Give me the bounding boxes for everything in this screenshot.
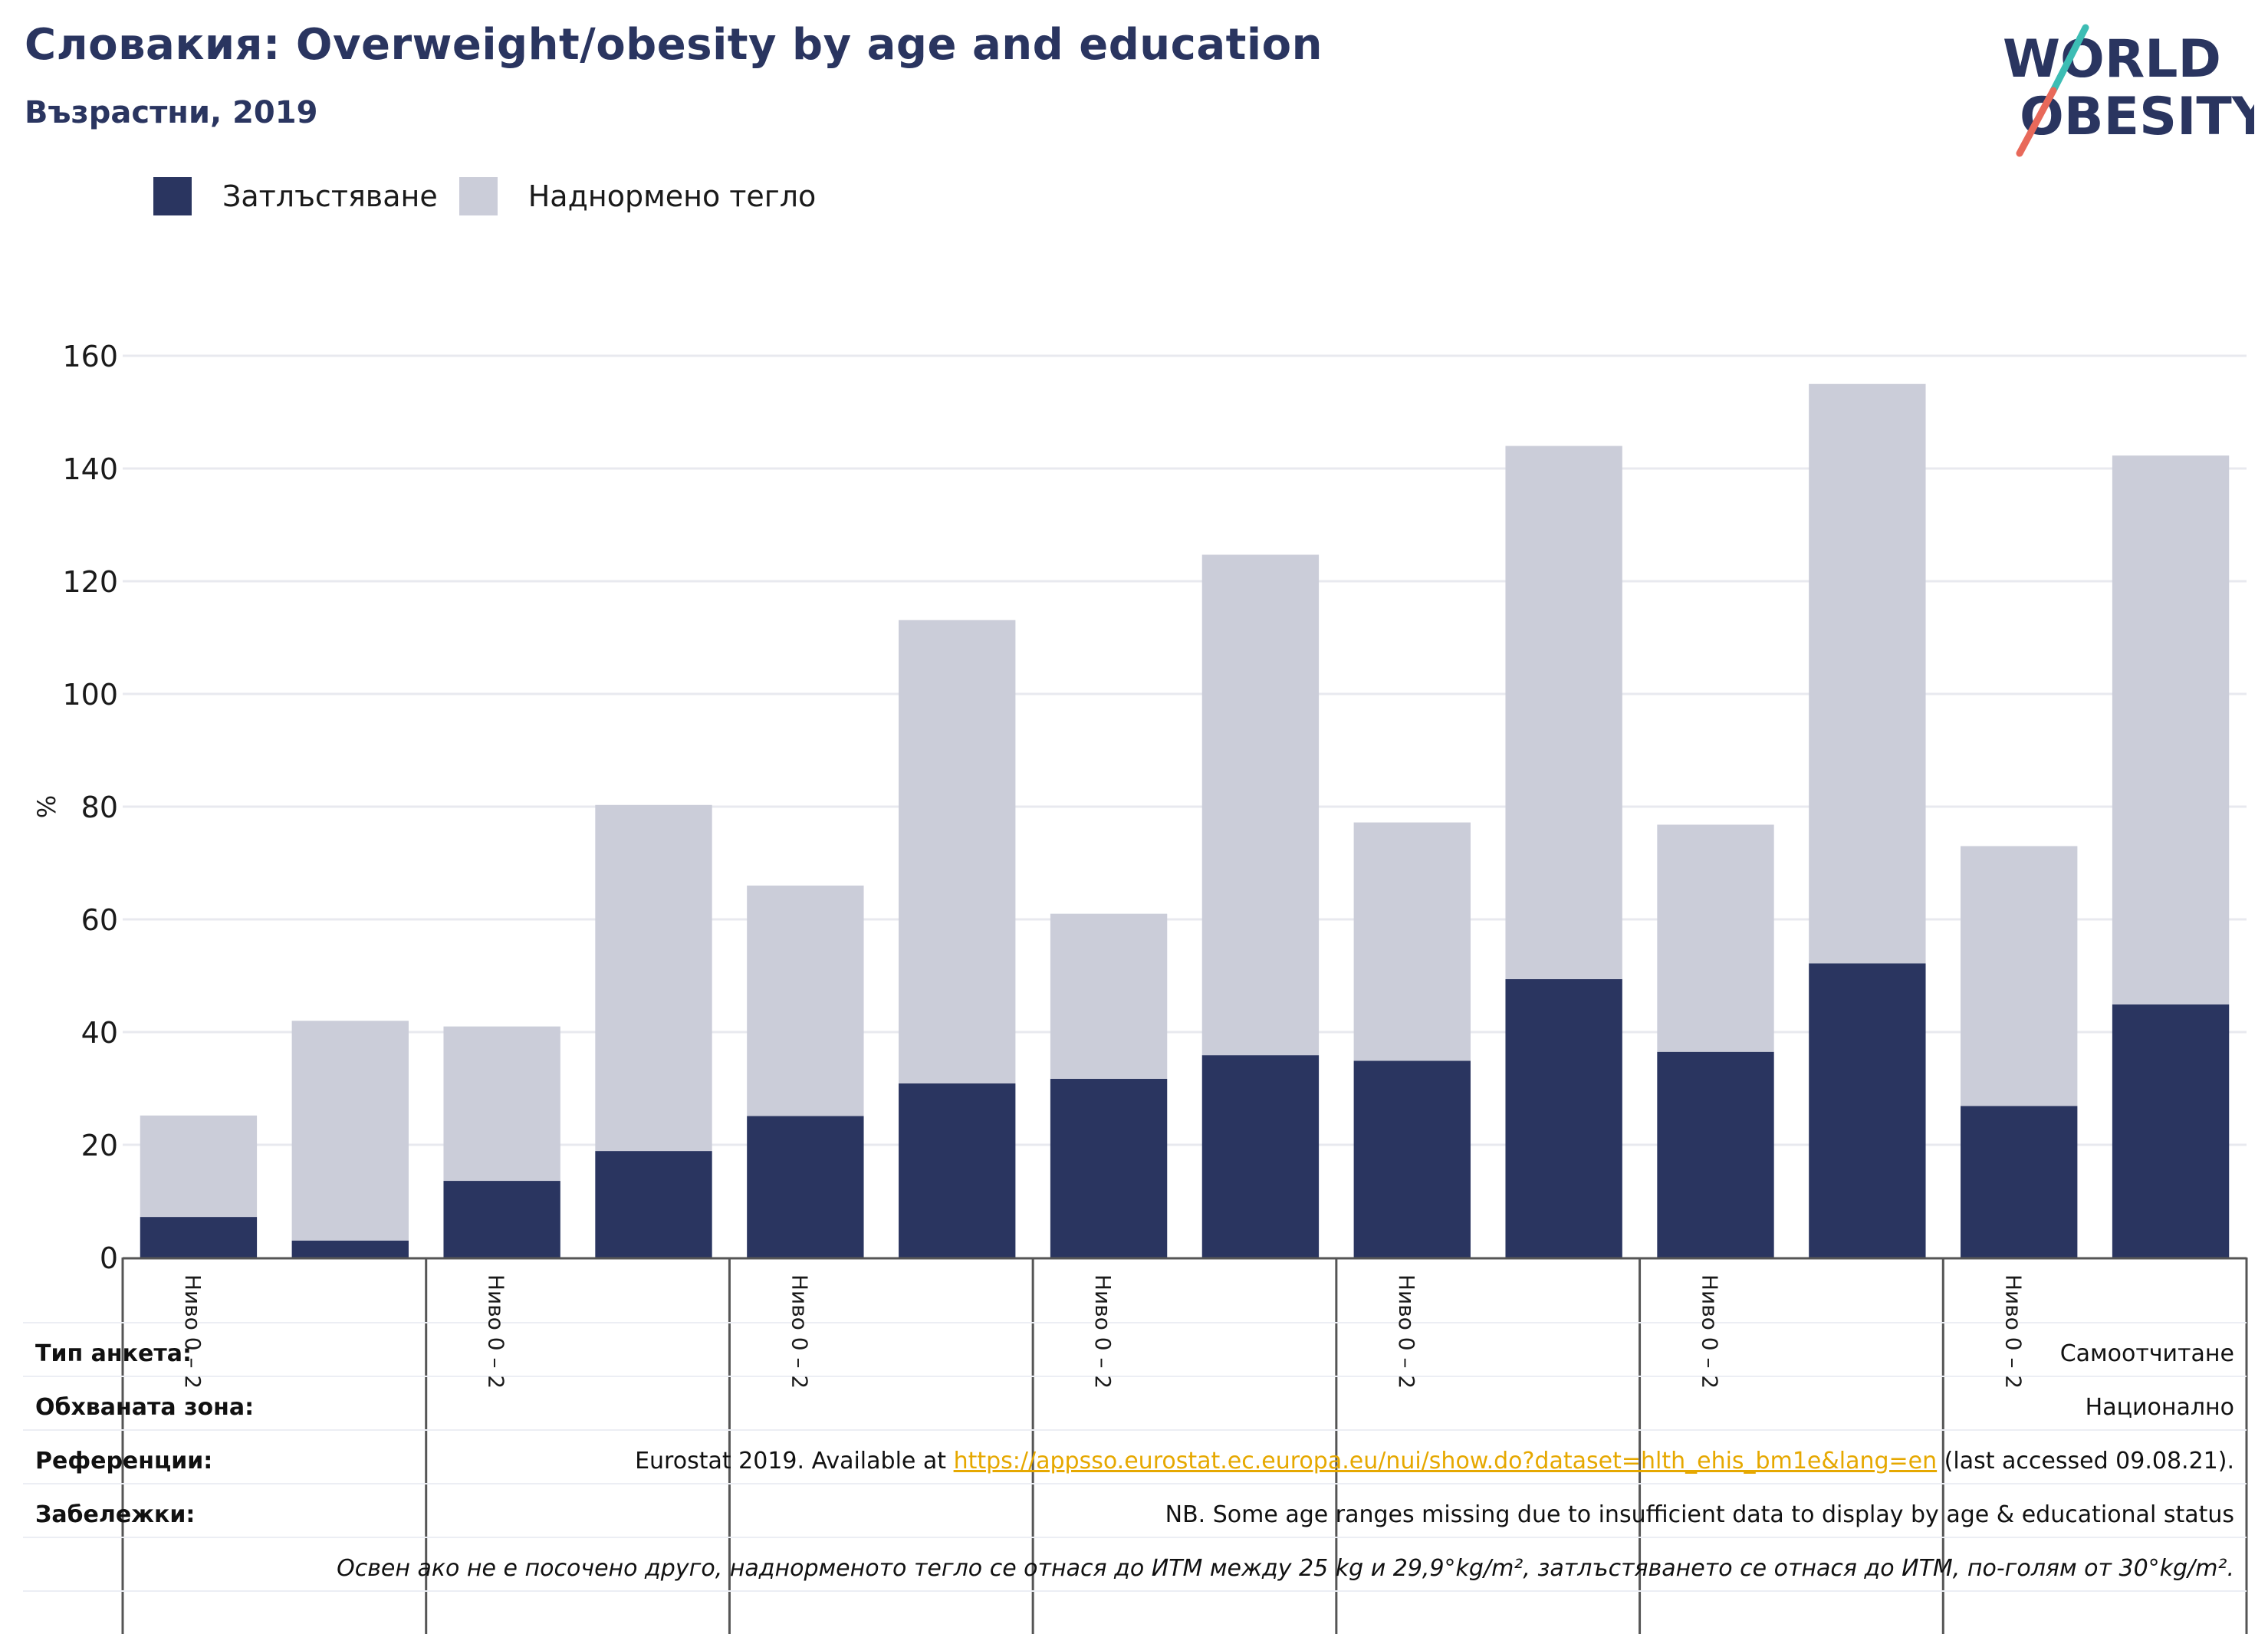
group-label: Ниво 0 – 2	[484, 1274, 509, 1389]
bar-overweight	[899, 620, 1016, 1083]
logo-text-obesity: OBESITY	[2020, 87, 2254, 147]
bar-overweight	[140, 1115, 258, 1218]
bar-overweight	[1050, 913, 1168, 1080]
footer-coverage-value: Национално	[2085, 1393, 2234, 1421]
footer-notes-value: NB. Some age ranges missing due to insuf…	[1165, 1501, 2234, 1528]
bar-obesity	[2112, 1004, 2230, 1258]
bar-obesity	[291, 1240, 409, 1258]
bar-obesity	[1961, 1106, 2078, 1258]
bar-overweight	[595, 804, 712, 1152]
footer-references-label: Референции:	[35, 1447, 213, 1475]
bar-obesity	[747, 1116, 864, 1258]
footer-coverage-label: Обхваната зона:	[35, 1393, 255, 1421]
bar-obesity	[1809, 963, 1926, 1258]
legend-item-obesity[interactable]: Затлъстяване	[153, 177, 438, 215]
y-tick-label: 100	[62, 678, 118, 712]
bar-overweight	[1657, 824, 1774, 1052]
bar-overweight	[443, 1026, 560, 1182]
bar-overweight	[2112, 455, 2230, 1004]
group-label: Ниво 0 – 2	[2000, 1274, 2026, 1389]
group-label: Ниво 0 – 2	[787, 1274, 812, 1389]
footer-notes-label: Забележки:	[35, 1501, 196, 1528]
y-tick-label: 80	[81, 791, 118, 824]
bar-overweight	[291, 1021, 409, 1241]
bar-obesity	[899, 1083, 1016, 1258]
group-label: Ниво 0 – 2	[1698, 1274, 1723, 1389]
bar-obesity	[1353, 1060, 1471, 1258]
y-tick-label: 0	[100, 1241, 118, 1275]
legend-item-overweight[interactable]: Наднормено тегло	[459, 177, 817, 215]
footer-references-value: Eurostat 2019. Available at https://apps…	[635, 1448, 2234, 1475]
y-tick-label: 140	[62, 452, 118, 486]
footer-coverage: Обхваната зона: Национално	[23, 1380, 2247, 1434]
chart-title: Словакия: Overweight/obesity by age and …	[25, 20, 1323, 70]
footer-definition: Освен ако не е посочено друго, наднормен…	[23, 1541, 2247, 1595]
group-label: Ниво 0 – 2	[1394, 1274, 1419, 1389]
footer-definition-note: Освен ако не е посочено друго, наднормен…	[337, 1554, 2234, 1582]
bar-overweight	[1505, 445, 1622, 979]
group-label: Ниво 0 – 2	[180, 1274, 205, 1389]
logo-slash-top	[2049, 24, 2089, 94]
bar-obesity	[1657, 1051, 1774, 1258]
footer-notes: Забележки: NB. Some age ranges missing d…	[23, 1488, 2247, 1541]
grid-lines	[123, 354, 2247, 1146]
footer-survey-type: Тип анкета: Самоотчитане	[23, 1327, 2247, 1380]
group-labels: Ниво 0 – 2 Ниво 0 – 2 Ниво 0 – 2 Ниво 0 – 2…	[23, 1258, 2248, 1634]
footer-references-link[interactable]: https://appsso.eurostat.ec.europa.eu/nui…	[953, 1447, 1938, 1475]
bar-overweight	[747, 885, 864, 1116]
footer-references: Референции: Eurostat 2019. Available at …	[23, 1434, 2247, 1488]
legend-swatch-obesity	[153, 177, 192, 215]
chart-subtitle: Възрастни, 2019	[25, 95, 318, 130]
footer-survey-type-value: Самоотчитане	[2059, 1340, 2234, 1367]
legend-label-overweight: Наднормено тегло	[528, 179, 817, 213]
footer-references-suffix: (last accessed 09.08.21).	[1937, 1447, 2234, 1475]
y-tick-label: 120	[62, 565, 118, 599]
bar-overweight	[1809, 383, 1926, 964]
bar-obesity	[1201, 1055, 1320, 1258]
bar-overweight	[1961, 846, 2078, 1106]
legend-label-obesity: Затлъстяване	[222, 179, 438, 213]
y-axis-label: %	[32, 795, 61, 818]
legend-swatch-overweight	[459, 177, 498, 215]
bar-overweight	[1201, 554, 1320, 1056]
y-tick-label: 40	[81, 1016, 118, 1050]
bar-obesity	[140, 1217, 258, 1258]
y-tick-label: 20	[81, 1129, 118, 1162]
footer-references-prefix: Eurostat 2019. Available at	[635, 1447, 954, 1475]
bar-obesity	[1050, 1079, 1168, 1258]
bar-overweight	[1353, 822, 1471, 1061]
axes: 0 20 40 60 80 100 120 140 160%	[32, 340, 2247, 1275]
logo-text-world: WORLD	[2003, 29, 2221, 90]
logo-slash-bottom	[2016, 87, 2057, 157]
y-tick-label: 60	[81, 903, 118, 937]
chart-legend: Затлъстяване Наднормено тегло	[153, 175, 837, 218]
bar-obesity	[1505, 978, 1622, 1258]
world-obesity-logo: WORLD OBESITY	[2003, 24, 2254, 157]
y-tick-label: 160	[62, 340, 118, 373]
bars	[140, 383, 2230, 1258]
bar-obesity	[595, 1151, 712, 1258]
bar-obesity	[443, 1181, 560, 1258]
group-label: Ниво 0 – 2	[1090, 1274, 1116, 1389]
footer-survey-type-label: Тип анкета:	[35, 1340, 192, 1367]
